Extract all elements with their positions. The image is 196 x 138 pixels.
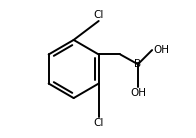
- Text: Cl: Cl: [93, 10, 104, 20]
- Text: OH: OH: [153, 45, 169, 55]
- Text: Cl: Cl: [93, 118, 104, 128]
- Text: B: B: [134, 59, 142, 69]
- Text: OH: OH: [130, 88, 146, 98]
